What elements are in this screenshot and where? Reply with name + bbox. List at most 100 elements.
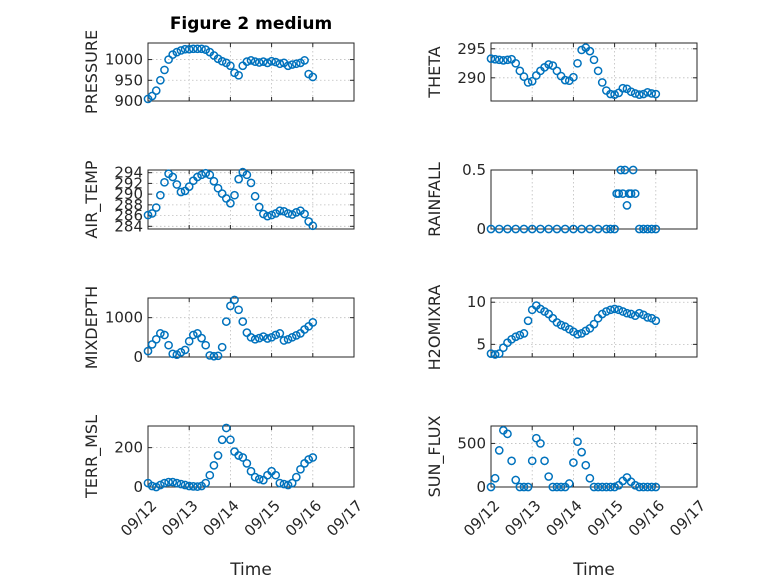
data-point-rainfall [519, 224, 529, 234]
data-point-sun-flux [573, 437, 582, 447]
data-point-terr-msl [205, 470, 215, 480]
axes-box [490, 169, 698, 230]
data-point-sun-flux [634, 482, 644, 492]
data-point-mixdepth [283, 334, 293, 344]
y-axis-label-sun-flux: SUN_FLUX [425, 416, 445, 498]
data-point-terr-msl [201, 478, 211, 488]
data-point-pressure [234, 70, 243, 80]
data-point-theta [634, 90, 644, 99]
data-point-mixdepth [156, 329, 165, 338]
data-point-h2omixra [499, 343, 508, 353]
data-point-air-temp [254, 202, 264, 212]
data-point-terr-msl [304, 455, 314, 464]
data-point-air-temp [209, 176, 219, 186]
x-tick-label: 09/12 [117, 497, 160, 540]
x-tick-label: 09/14 [199, 497, 242, 540]
data-point-pressure [193, 44, 202, 54]
data-point-theta [610, 90, 619, 99]
data-point-rainfall [503, 224, 512, 234]
data-point-mixdepth [168, 349, 178, 359]
data-point-terr-msl [279, 479, 289, 489]
data-point-sun-flux [651, 482, 661, 492]
x-tick-label: 09/16 [625, 497, 668, 540]
data-point-air-temp [172, 180, 182, 189]
data-point-terr-msl [176, 479, 186, 489]
x-axis-label-right: Time [572, 560, 615, 580]
data-point-air-temp [156, 190, 165, 200]
axes-box [147, 425, 355, 488]
axes-box [147, 42, 355, 102]
data-point-rainfall [577, 224, 586, 234]
data-point-air-temp [147, 209, 157, 218]
y-tick-label: 0 [133, 348, 143, 366]
data-point-theta [552, 66, 562, 76]
data-point-air-temp [242, 170, 252, 180]
data-point-pressure [217, 56, 227, 66]
y-axis-label-theta: THETA [425, 46, 444, 98]
data-point-sun-flux [593, 482, 603, 492]
data-point-theta [585, 46, 595, 56]
data-point-rainfall [569, 224, 578, 234]
data-point-theta [548, 61, 558, 70]
data-point-air-temp [205, 170, 215, 180]
data-point-h2omixra [602, 307, 611, 316]
data-point-terr-msl [296, 464, 305, 474]
data-point-rainfall [647, 224, 657, 234]
data-point-h2omixra [614, 305, 624, 315]
y-tick-label: 0 [476, 220, 486, 238]
data-point-rainfall [544, 224, 554, 234]
data-point-rainfall [486, 224, 496, 234]
data-point-rainfall [616, 165, 626, 175]
data-point-mixdepth [287, 332, 297, 342]
data-point-mixdepth [275, 329, 285, 338]
y-axis-label-terr-msl: TERR_MSL [82, 415, 102, 499]
data-point-rainfall [620, 165, 630, 175]
data-point-h2omixra [643, 313, 652, 322]
data-point-sun-flux [597, 482, 607, 492]
y-tick-label: 10 [467, 293, 486, 311]
data-point-terr-msl [168, 477, 178, 487]
data-point-theta [490, 54, 500, 64]
y-tick-label: 1000 [105, 309, 143, 327]
data-point-theta [626, 87, 636, 97]
x-tick-label: 09/15 [584, 497, 627, 540]
data-point-air-temp [160, 177, 169, 187]
data-point-h2omixra [523, 316, 533, 326]
data-point-air-temp [267, 210, 276, 220]
data-point-pressure [308, 72, 318, 82]
data-point-pressure [259, 57, 268, 66]
data-point-theta [593, 66, 603, 76]
y-tick-label: 5 [476, 335, 486, 353]
y-tick-label: 200 [114, 439, 143, 457]
y-axis-label-air-temp: AIR_TEMP [82, 160, 102, 238]
data-point-theta [499, 56, 508, 65]
data-point-mixdepth [164, 340, 173, 350]
data-point-terr-msl [226, 435, 235, 445]
data-point-rainfall [622, 201, 632, 210]
data-point-mixdepth [263, 334, 272, 343]
data-point-terr-msl [172, 478, 182, 488]
data-point-pressure [291, 59, 301, 69]
data-point-theta [494, 55, 504, 65]
data-point-pressure [246, 56, 256, 65]
data-point-theta [597, 78, 607, 87]
axes-box [147, 169, 355, 230]
data-point-pressure [176, 46, 186, 55]
data-point-sun-flux [544, 472, 554, 481]
data-point-mixdepth [143, 346, 153, 356]
data-point-theta [503, 55, 512, 65]
data-point-h2omixra [589, 319, 599, 329]
data-point-sun-flux [536, 439, 545, 448]
data-point-theta [643, 87, 652, 97]
data-point-air-temp [143, 210, 153, 220]
data-point-theta [573, 58, 582, 68]
data-point-sun-flux [515, 482, 525, 492]
x-tick-label: 09/16 [282, 497, 325, 540]
subplot-theta: 290 295 THETA [425, 40, 698, 102]
data-point-pressure [267, 56, 276, 66]
data-point-rainfall [602, 224, 611, 234]
data-point-rainfall [606, 224, 615, 234]
data-point-terr-msl [180, 480, 190, 490]
